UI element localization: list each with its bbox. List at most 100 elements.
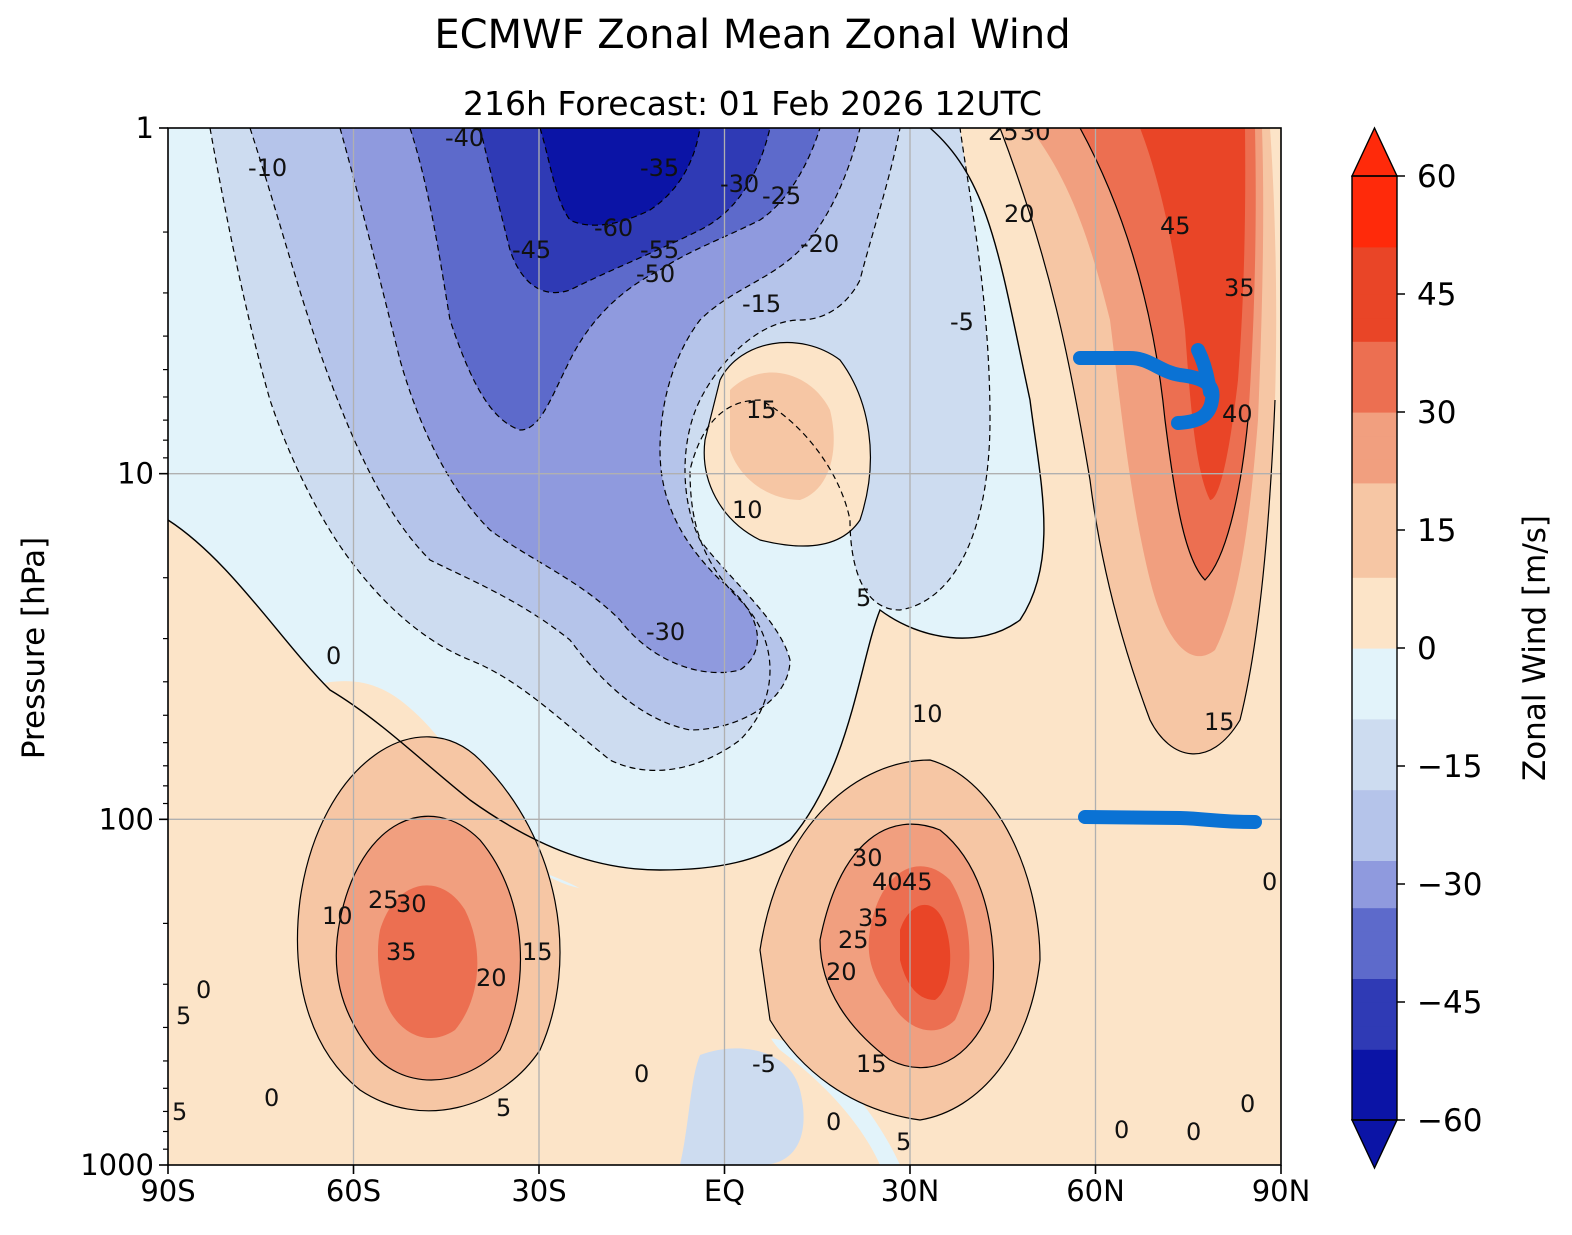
y-axis-label: Pressure [hPa] bbox=[16, 537, 52, 759]
colorbar-tick-label: 0 bbox=[1417, 631, 1437, 667]
y-tick-label: 1 bbox=[136, 111, 154, 145]
contour-line-easterly-60 bbox=[539, 128, 701, 226]
colorbar-segment bbox=[1352, 600, 1397, 625]
colorbar-segment bbox=[1352, 1049, 1397, 1074]
colorbar-tick-label: 60 bbox=[1417, 159, 1456, 195]
colorbar-segment bbox=[1352, 577, 1397, 602]
colorbar-tick-label: 45 bbox=[1417, 277, 1456, 313]
colorbar-tick-label: −45 bbox=[1417, 985, 1482, 1021]
colorbar-segment bbox=[1352, 1072, 1397, 1097]
x-tick-label: 90N bbox=[1252, 1174, 1311, 1208]
contour-label: 5 bbox=[176, 1002, 191, 1030]
colorbar-segment bbox=[1352, 223, 1397, 248]
contour-label: 0 bbox=[634, 1060, 649, 1088]
colorbar-tick-label: −30 bbox=[1417, 867, 1482, 903]
contour-label: 0 bbox=[264, 1084, 279, 1112]
contour-label: 40 bbox=[872, 868, 903, 896]
chart-subtitle: 216h Forecast: 01 Feb 2026 12UTC bbox=[463, 84, 1042, 123]
contour-label: 5 bbox=[896, 1128, 911, 1156]
contour-label: 15 bbox=[522, 938, 553, 966]
colorbar-segment bbox=[1352, 766, 1397, 791]
colorbar-segment bbox=[1352, 954, 1397, 979]
x-tick-label: 30S bbox=[511, 1174, 566, 1208]
contour-line-easterly-5 bbox=[209, 128, 991, 771]
y-tick-label: 100 bbox=[99, 802, 154, 836]
colorbar-label: Zonal Wind [m/s] bbox=[1517, 515, 1553, 781]
contour-label: 5 bbox=[496, 1094, 511, 1122]
colorbar-segment bbox=[1352, 789, 1397, 814]
colorbar-segment bbox=[1352, 931, 1397, 956]
field-sh-jet-35 bbox=[377, 885, 478, 1039]
y-tick-label: 1000 bbox=[80, 1148, 154, 1182]
contour-label: 15 bbox=[1204, 708, 1235, 736]
colorbar-segment bbox=[1352, 553, 1397, 578]
contour-label: -30 bbox=[646, 618, 685, 646]
field-tropical-easterly-pocket bbox=[680, 1048, 804, 1165]
contour-label: 35 bbox=[858, 904, 889, 932]
contour-line-easterly-40 bbox=[409, 128, 821, 431]
field-easterly-60 bbox=[540, 128, 700, 226]
colorbar-segment bbox=[1352, 742, 1397, 767]
contour-label: 25 bbox=[988, 118, 1019, 146]
x-tick-label: 60N bbox=[1066, 1174, 1125, 1208]
contour-label: -45 bbox=[512, 236, 551, 264]
colorbar-segment bbox=[1352, 176, 1397, 201]
colorbar-segment bbox=[1352, 388, 1397, 413]
colorbar-segment bbox=[1352, 459, 1397, 484]
colorbar-segment bbox=[1352, 648, 1397, 673]
colorbar-segment bbox=[1352, 364, 1397, 389]
x-tick-label: EQ bbox=[704, 1174, 745, 1208]
contour-label: 30 bbox=[1020, 118, 1051, 146]
contour-line-sh-jet-inner bbox=[335, 815, 522, 1081]
colorbar-segment bbox=[1352, 412, 1397, 437]
colorbar-segment bbox=[1352, 435, 1397, 460]
contour-label: 30 bbox=[852, 844, 883, 872]
colorbar-segment bbox=[1352, 836, 1397, 861]
contour-label: 45 bbox=[1160, 212, 1191, 240]
contour-label: 5 bbox=[856, 584, 871, 612]
contour-label: 45 bbox=[902, 868, 933, 896]
colorbar-segment bbox=[1352, 624, 1397, 649]
colorbar-tick-label: −60 bbox=[1417, 1103, 1482, 1139]
contour-label: 35 bbox=[386, 938, 417, 966]
field-tropical-pocket bbox=[600, 1040, 694, 1150]
contour-label: 0 bbox=[326, 642, 341, 670]
colorbar-segment bbox=[1352, 1096, 1397, 1121]
field-nh-jet-45 bbox=[900, 904, 951, 1000]
contour-line-zero bbox=[168, 128, 1045, 871]
contour-label: 0 bbox=[1186, 1118, 1201, 1146]
contour-label: -60 bbox=[594, 214, 633, 242]
contour-line-nh-vortex-inner bbox=[1079, 128, 1249, 581]
annotation-line-stroke bbox=[1078, 810, 1262, 829]
colorbar-segment bbox=[1352, 1002, 1397, 1027]
contour-line-nh-vortex bbox=[999, 128, 1276, 755]
colorbar-segment bbox=[1352, 978, 1397, 1003]
contour-label: 35 bbox=[1224, 274, 1255, 302]
contour-label: -10 bbox=[248, 154, 287, 182]
contour-label: 0 bbox=[1114, 1116, 1129, 1144]
colorbar-segment bbox=[1352, 199, 1397, 224]
contour-label: -15 bbox=[742, 290, 781, 318]
colorbar-segment bbox=[1352, 907, 1397, 932]
colorbar-segment bbox=[1352, 813, 1397, 838]
contour-label: -50 bbox=[636, 260, 675, 288]
x-tick-label: 30N bbox=[881, 1174, 940, 1208]
colorbar-tick-label: 15 bbox=[1417, 513, 1456, 549]
colorbar-extend-min bbox=[1350, 1119, 1399, 1170]
y-axis: 1 10 100 1000 bbox=[80, 111, 168, 1182]
colorbar-tick-label: −15 bbox=[1417, 749, 1482, 785]
colorbar-segment bbox=[1352, 270, 1397, 295]
contour-label: 10 bbox=[912, 700, 943, 728]
colorbar-segment bbox=[1352, 294, 1397, 319]
contour-label: 25 bbox=[838, 926, 869, 954]
contour-line-tropical-cell bbox=[703, 341, 872, 547]
gridlines bbox=[168, 128, 1281, 1165]
colorbar-segment bbox=[1352, 317, 1397, 342]
contour-label: 20 bbox=[1004, 200, 1035, 228]
contour-label: 25 bbox=[368, 886, 399, 914]
contour-line-sh-jet bbox=[297, 736, 561, 1112]
y-tick-label: 10 bbox=[117, 457, 154, 491]
colorbar-segment bbox=[1352, 482, 1397, 507]
x-tick-label: 90S bbox=[140, 1174, 195, 1208]
